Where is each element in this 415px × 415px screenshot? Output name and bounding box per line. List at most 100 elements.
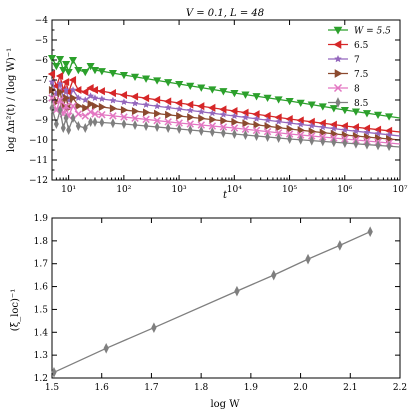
top-title: V = 0.1, L = 48 bbox=[186, 8, 264, 19]
data-point bbox=[319, 123, 327, 131]
data-point bbox=[220, 116, 228, 125]
series-xi-loc bbox=[51, 226, 373, 378]
data-point bbox=[208, 122, 217, 130]
data-point bbox=[263, 127, 272, 136]
legend-marker bbox=[334, 69, 343, 78]
legend-label: 8 bbox=[354, 85, 360, 95]
data-point bbox=[308, 127, 316, 136]
data-point bbox=[174, 98, 183, 108]
data-point bbox=[119, 90, 128, 100]
data-point bbox=[175, 119, 183, 127]
legend-marker bbox=[333, 26, 343, 35]
data-point bbox=[164, 79, 173, 87]
series-W-5.5 bbox=[47, 54, 401, 121]
data-point bbox=[59, 66, 68, 75]
data-point bbox=[254, 131, 259, 141]
data-point bbox=[352, 131, 361, 141]
data-point bbox=[153, 77, 162, 85]
legend-label: 8.5 bbox=[354, 99, 369, 109]
data-point bbox=[62, 102, 70, 110]
data-point bbox=[142, 100, 150, 108]
data-point bbox=[241, 108, 249, 117]
data-point bbox=[86, 62, 95, 71]
data-point bbox=[56, 55, 65, 64]
top-y-axis-label: log Δn²(t) / (log W)⁻¹ bbox=[6, 48, 17, 152]
data-point bbox=[197, 107, 205, 115]
data-point bbox=[130, 92, 139, 101]
data-point bbox=[88, 117, 94, 127]
data-point bbox=[275, 123, 283, 132]
y-tick-label: 1.9 bbox=[34, 214, 49, 224]
data-point bbox=[219, 88, 228, 96]
data-point bbox=[57, 105, 63, 115]
data-point bbox=[219, 110, 228, 118]
data-point bbox=[374, 133, 383, 143]
data-point bbox=[330, 129, 339, 138]
data-point bbox=[298, 134, 304, 145]
y-tick-label: −11 bbox=[29, 156, 48, 166]
data-point bbox=[234, 285, 240, 297]
data-point bbox=[341, 130, 350, 140]
data-point bbox=[208, 86, 217, 94]
x-tick-label: 10¹ bbox=[61, 185, 76, 195]
data-point bbox=[252, 126, 261, 135]
data-point bbox=[263, 116, 272, 124]
y-tick-label: −12 bbox=[29, 176, 48, 186]
data-point bbox=[242, 130, 248, 140]
data-point bbox=[91, 101, 100, 111]
data-point bbox=[175, 105, 183, 113]
data-point bbox=[70, 113, 76, 123]
data-point bbox=[363, 132, 372, 142]
series-W-7 bbox=[48, 78, 401, 138]
data-point bbox=[386, 134, 394, 144]
data-point bbox=[143, 108, 151, 117]
data-point bbox=[163, 97, 172, 106]
data-point bbox=[120, 98, 128, 106]
data-point bbox=[367, 226, 373, 238]
data-point bbox=[63, 113, 69, 123]
data-point bbox=[274, 129, 283, 137]
legend-marker bbox=[333, 40, 342, 49]
data-point bbox=[87, 99, 95, 109]
data-point bbox=[296, 99, 305, 108]
data-point bbox=[109, 112, 117, 120]
data-point bbox=[153, 116, 161, 125]
data-point bbox=[98, 110, 106, 119]
data-point bbox=[56, 96, 64, 104]
data-point bbox=[274, 96, 283, 104]
data-point bbox=[351, 108, 360, 116]
data-point bbox=[62, 86, 70, 94]
data-point bbox=[108, 70, 117, 78]
y-tick-label: −9 bbox=[35, 116, 49, 126]
data-point bbox=[186, 106, 194, 114]
data-point bbox=[90, 66, 100, 75]
y-tick-label: 1.6 bbox=[34, 283, 49, 293]
data-point bbox=[353, 138, 359, 149]
data-point bbox=[74, 94, 83, 102]
data-point bbox=[309, 135, 315, 146]
data-point bbox=[241, 125, 250, 133]
data-point bbox=[69, 102, 77, 110]
data-point bbox=[230, 112, 239, 120]
data-point bbox=[81, 87, 89, 97]
data-point bbox=[364, 139, 370, 150]
data-point bbox=[62, 60, 71, 69]
data-point bbox=[121, 119, 127, 129]
data-point bbox=[132, 120, 138, 130]
data-point bbox=[81, 112, 89, 120]
y-tick-label: 1.2 bbox=[34, 374, 48, 384]
data-point bbox=[374, 129, 382, 137]
data-point bbox=[69, 93, 78, 103]
data-point bbox=[297, 120, 305, 128]
data-point bbox=[219, 105, 227, 114]
data-point bbox=[52, 62, 61, 71]
bottom-x-axis-label: log W bbox=[210, 399, 240, 410]
data-point bbox=[142, 75, 151, 83]
data-point bbox=[230, 124, 239, 132]
data-point bbox=[252, 114, 261, 122]
data-point bbox=[341, 126, 349, 134]
data-point bbox=[68, 56, 78, 65]
data-point bbox=[242, 119, 250, 128]
legend-label: W = 5.5 bbox=[354, 27, 391, 37]
